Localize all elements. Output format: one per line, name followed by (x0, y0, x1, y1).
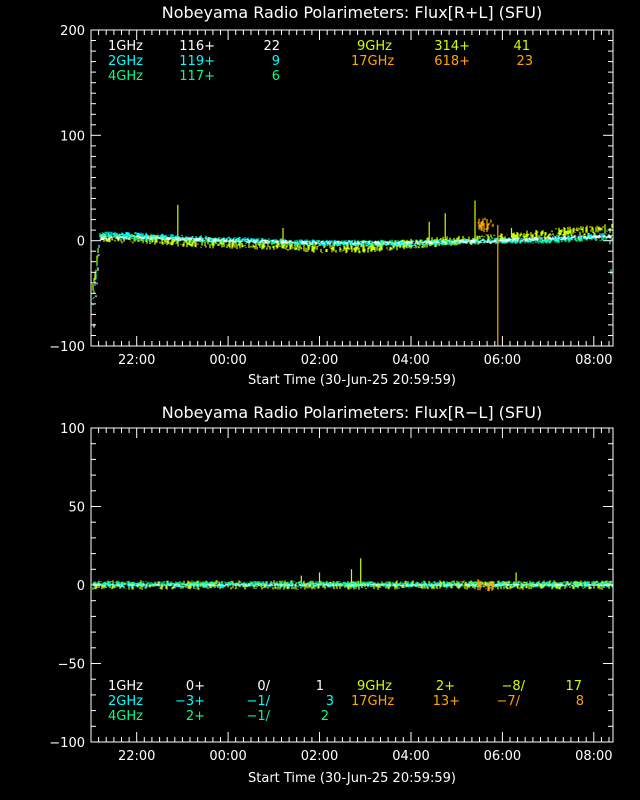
legend-row-4ghz: 4GHz 2+ −1/ 2 (108, 709, 329, 724)
plot-area (92, 200, 613, 346)
legend-base: 13+ (433, 694, 460, 709)
legend-value: 17 (565, 679, 582, 694)
y-tick-label: 50 (68, 501, 85, 516)
chart-title: Nobeyama Radio Polarimeters: Flux[R+L] (… (162, 3, 542, 22)
chart-panel-rl-sum: Nobeyama Radio Polarimeters: Flux[R+L] (… (49, 3, 614, 388)
legend-row-1ghz: 1GHz 0+ 0/ 1 (108, 679, 324, 694)
x-tick-label: 08:00 (575, 353, 612, 368)
y-tick-label: 200 (60, 24, 85, 39)
legend-value: 3 (326, 694, 334, 709)
legend-freq: 4GHz (108, 709, 143, 724)
legend-base: 2+ (436, 679, 455, 694)
y-tick-label: 0 (77, 235, 85, 250)
x-tick-label: 08:00 (575, 749, 612, 764)
legend-value: 23 (516, 54, 533, 69)
legend-slash: −7/ (496, 694, 520, 709)
legend-row-9ghz: 9GHz 2+ −8/ 17 (357, 679, 582, 694)
legend-value: 6 (272, 69, 280, 84)
legend: 1GHz 116+ 22 2GHz 119+ 9 4GHz 117+ 6 9GH… (108, 39, 533, 84)
x-axis-label: Start Time (30-Jun-25 20:59:59) (248, 373, 456, 388)
series-17ghz-line (476, 217, 494, 233)
legend-freq: 17GHz (351, 694, 394, 709)
plot-frame (90, 29, 614, 347)
legend-value: 8 (576, 694, 584, 709)
x-tick-label: 06:00 (484, 353, 521, 368)
legend-freq: 1GHz (108, 39, 143, 54)
legend-row-9ghz: 9GHz 314+ 41 (357, 39, 530, 54)
legend-freq: 1GHz (108, 679, 143, 694)
axes: 22:00 00:00 02:00 04:00 06:00 08:00 100 50 0 −50 −… (49, 422, 613, 764)
series-9ghz-line (92, 223, 613, 291)
legend-freq: 17GHz (351, 54, 394, 69)
x-tick-label: 22:00 (118, 749, 155, 764)
x-tick-label: 02:00 (301, 749, 338, 764)
series-1ghz-line (93, 234, 613, 328)
legend-freq: 2GHz (108, 694, 143, 709)
legend-value: 9 (272, 54, 280, 69)
legend-value: 1 (316, 679, 324, 694)
legend-base: −3+ (175, 694, 205, 709)
y-tick-label: 100 (60, 422, 85, 437)
y-tick-label: −100 (49, 340, 85, 355)
x-tick-label: 04:00 (392, 749, 429, 764)
legend-row-2ghz: 2GHz 119+ 9 (108, 54, 280, 69)
legend-slash: 0/ (257, 679, 270, 694)
legend-base: 119+ (179, 54, 215, 69)
legend-slash: −1/ (246, 709, 270, 724)
legend-base: 116+ (179, 39, 215, 54)
chart-panel-rl-difference: Nobeyama Radio Polarimeters: Flux[R−L] (… (49, 403, 614, 786)
legend-freq: 2GHz (108, 54, 143, 69)
legend-slash: −8/ (501, 679, 525, 694)
plot-area (92, 558, 613, 592)
y-tick-label: 0 (77, 579, 85, 594)
x-axis-label: Start Time (30-Jun-25 20:59:59) (248, 771, 456, 786)
legend-row-17ghz: 17GHz 13+ −7/ 8 (351, 694, 584, 709)
legend-base: 117+ (179, 69, 215, 84)
legend-base: 618+ (434, 54, 470, 69)
legend-freq: 4GHz (108, 69, 143, 84)
y-tick-label: 100 (60, 129, 85, 144)
legend: 1GHz 0+ 0/ 1 2GHz −3+ −1/ 3 4GHz 2+ −1/ … (108, 679, 584, 724)
x-tick-label: 04:00 (392, 353, 429, 368)
legend-row-1ghz: 1GHz 116+ 22 (108, 39, 280, 54)
legend-row-17ghz: 17GHz 618+ 23 (351, 54, 533, 69)
legend-value: 41 (513, 39, 530, 54)
chart-title: Nobeyama Radio Polarimeters: Flux[R−L] (… (162, 403, 542, 422)
legend-row-2ghz: 2GHz −3+ −1/ 3 (108, 694, 334, 709)
x-tick-label: 06:00 (484, 749, 521, 764)
legend-freq: 9GHz (357, 679, 392, 694)
legend-base: 0+ (186, 679, 205, 694)
legend-base: 314+ (434, 39, 470, 54)
legend-slash: −1/ (246, 694, 270, 709)
y-tick-label: −50 (58, 658, 85, 673)
axes: 22:00 00:00 02:00 04:00 06:00 08:00 200 100 0 −10… (49, 24, 613, 368)
x-tick-label: 22:00 (118, 353, 155, 368)
legend-base: 2+ (186, 709, 205, 724)
legend-row-4ghz: 4GHz 117+ 6 (108, 69, 280, 84)
x-tick-label: 00:00 (209, 353, 246, 368)
x-tick-label: 02:00 (301, 353, 338, 368)
legend-value: 22 (263, 39, 280, 54)
series-17ghz-line (476, 579, 494, 592)
y-tick-label: −100 (49, 736, 85, 751)
x-tick-label: 00:00 (209, 749, 246, 764)
legend-freq: 9GHz (357, 39, 392, 54)
legend-value: 2 (321, 709, 329, 724)
